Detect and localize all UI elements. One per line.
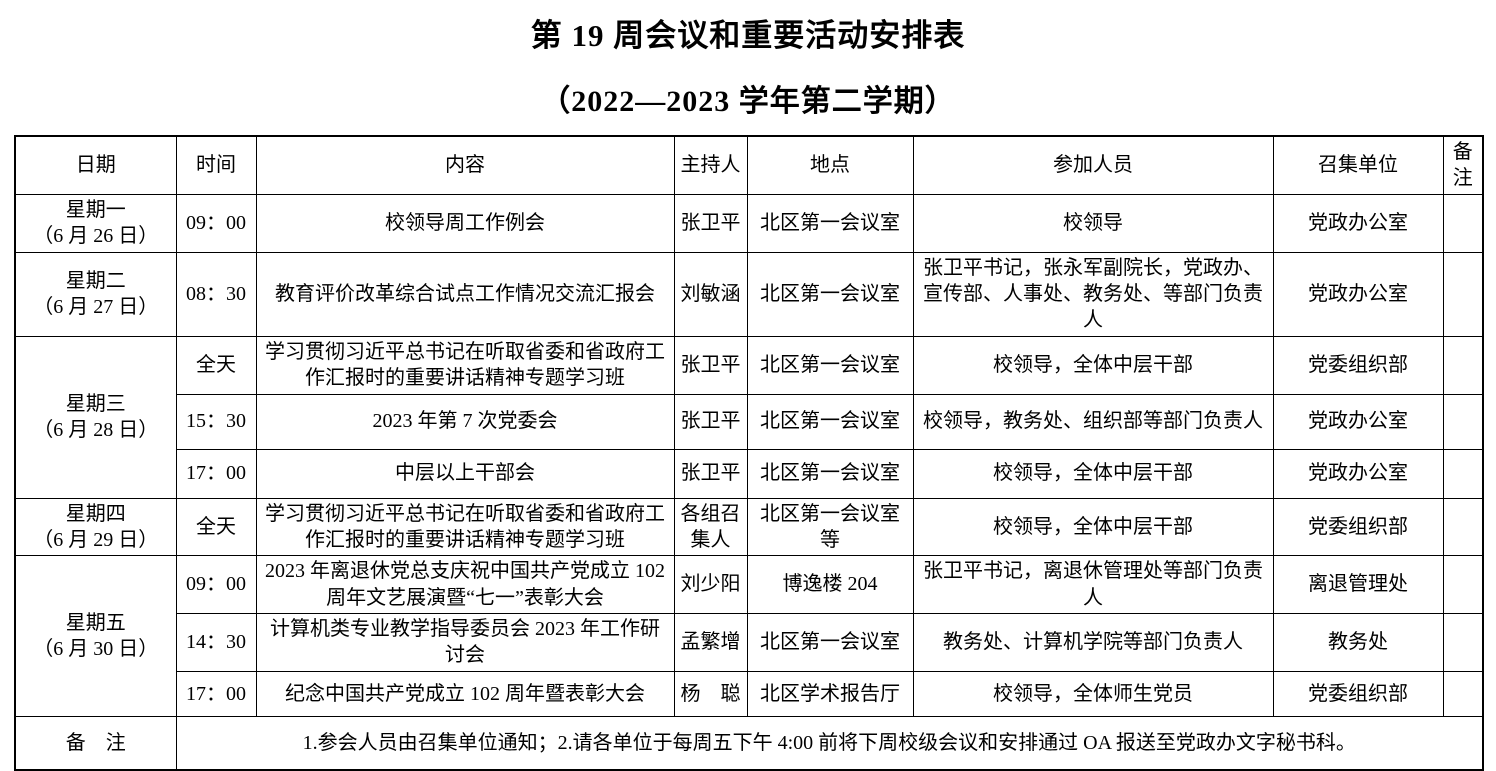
location-cell: 北区第一会议室	[746, 193, 914, 253]
time-cell: 14：30	[175, 613, 257, 672]
date-cell-tuesday: 星期二 （6 月 27 日）	[14, 251, 177, 337]
organizer-cell: 党政办公室	[1272, 193, 1444, 253]
participants-cell: 校领导	[912, 193, 1274, 253]
time-cell: 全天	[175, 335, 257, 395]
location-cell: 北区第一会议室	[746, 393, 914, 450]
host-cell: 张卫平	[673, 448, 748, 499]
organizer-cell: 离退管理处	[1272, 555, 1444, 615]
remark-cell	[1442, 497, 1484, 557]
footer-remarks-text: 1.参会人员由召集单位通知；2.请各单位于每周五下午 4:00 前将下周校级会议…	[175, 715, 1484, 771]
organizer-cell: 党委组织部	[1272, 335, 1444, 395]
footer-remarks-label: 备 注	[14, 715, 177, 771]
content-cell: 2023 年第 7 次党委会	[255, 393, 675, 450]
location-cell: 北区第一会议室	[746, 251, 914, 337]
participants-cell: 校领导，全体中层干部	[912, 497, 1274, 557]
header-row: 日期 时间 内容 主持人 地点 参加人员 召集单位 备注	[14, 135, 1484, 195]
header-location: 地点	[746, 135, 914, 195]
content-cell: 中层以上干部会	[255, 448, 675, 499]
location-cell: 北区学术报告厅	[746, 670, 914, 717]
time-cell: 15：30	[175, 393, 257, 450]
table-row: 星期五 （6 月 30 日） 09：00 2023 年离退休党总支庆祝中国共产党…	[14, 555, 1484, 717]
host-cell: 张卫平	[673, 193, 748, 253]
page-subtitle: （2022—2023 学年第二学期）	[540, 85, 956, 118]
content-cell: 2023 年离退休党总支庆祝中国共产党成立 102 周年文艺展演暨“七一”表彰大…	[255, 555, 675, 615]
table-row: 17：00 中层以上干部会 张卫平 北区第一会议室 校领导，全体中层干部 党政办…	[15, 448, 1484, 499]
participants-cell: 张卫平书记，张永军副院长，党政办、宣传部、人事处、教务处、等部门负责人	[912, 251, 1274, 337]
table-row: 星期三 （6 月 28 日） 全天 学习贯彻习近平总书记在听取省委和省政府工作汇…	[14, 335, 1484, 499]
page-title: 第 19 周会议和重要活动安排表	[530, 18, 966, 53]
participants-cell: 张卫平书记，离退休管理处等部门负责人	[912, 555, 1274, 615]
footer-row: 备 注 1.参会人员由召集单位通知；2.请各单位于每周五下午 4:00 前将下周…	[14, 715, 1484, 771]
date-cell-friday: 星期五 （6 月 30 日）	[14, 555, 177, 717]
host-cell: 张卫平	[673, 393, 748, 450]
organizer-cell: 党委组织部	[1272, 670, 1444, 717]
location-cell: 北区第一会议室等	[746, 497, 914, 557]
organizer-cell: 党政办公室	[1272, 251, 1444, 337]
host-cell: 各组召集人	[673, 497, 748, 557]
header-date: 日期	[14, 135, 177, 195]
table-row: 14：30 计算机类专业教学指导委员会 2023 年工作研讨会 孟繁增 北区第一…	[15, 613, 1484, 672]
schedule-table: 日期 时间 内容 主持人 地点 参加人员 召集单位 备注 星期一 （6 月 26…	[14, 135, 1484, 771]
remark-cell	[1442, 393, 1484, 450]
location-cell: 北区第一会议室	[746, 335, 914, 395]
remark-cell	[1442, 555, 1484, 615]
time-cell: 09：00	[175, 555, 257, 615]
header-remarks: 备注	[1442, 135, 1484, 195]
date-cell-thursday: 星期四 （6 月 29 日）	[14, 497, 177, 557]
table-row: 星期四 （6 月 29 日） 全天 学习贯彻习近平总书记在听取省委和省政府工作汇…	[14, 497, 1484, 557]
date-cell-wednesday: 星期三 （6 月 28 日）	[14, 335, 177, 499]
participants-cell: 校领导，教务处、组织部等部门负责人	[912, 393, 1274, 450]
participants-cell: 教务处、计算机学院等部门负责人	[912, 613, 1274, 672]
host-cell: 刘敏涵	[673, 251, 748, 337]
organizer-cell: 党委组织部	[1272, 497, 1444, 557]
time-cell: 08：30	[175, 251, 257, 337]
schedule-page: 第 19 周会议和重要活动安排表 （2022—2023 学年第二学期） 日期 时…	[0, 10, 1496, 771]
host-cell: 刘少阳	[673, 555, 748, 615]
time-cell: 09：00	[175, 193, 257, 253]
content-cell: 教育评价改革综合试点工作情况交流汇报会	[255, 251, 675, 337]
time-cell: 全天	[175, 497, 257, 557]
table-row: 15：30 2023 年第 7 次党委会 张卫平 北区第一会议室 校领导，教务处…	[15, 393, 1484, 450]
header-time: 时间	[175, 135, 257, 195]
time-cell: 17：00	[175, 670, 257, 717]
remark-cell	[1442, 448, 1484, 499]
table-row: 星期二 （6 月 27 日） 08：30 教育评价改革综合试点工作情况交流汇报会…	[14, 251, 1484, 337]
host-cell: 张卫平	[673, 335, 748, 395]
organizer-cell: 教务处	[1272, 613, 1444, 672]
time-cell: 17：00	[175, 448, 257, 499]
content-cell: 学习贯彻习近平总书记在听取省委和省政府工作汇报时的重要讲话精神专题学习班	[255, 497, 675, 557]
content-cell: 校领导周工作例会	[255, 193, 675, 253]
participants-cell: 校领导，全体中层干部	[912, 448, 1274, 499]
location-cell: 北区第一会议室	[746, 448, 914, 499]
organizer-cell: 党政办公室	[1272, 448, 1444, 499]
header-participants: 参加人员	[912, 135, 1274, 195]
remark-cell	[1442, 335, 1484, 395]
participants-cell: 校领导，全体中层干部	[912, 335, 1274, 395]
content-cell: 纪念中国共产党成立 102 周年暨表彰大会	[255, 670, 675, 717]
content-cell: 学习贯彻习近平总书记在听取省委和省政府工作汇报时的重要讲话精神专题学习班	[255, 335, 675, 395]
host-cell: 孟繁增	[673, 613, 748, 672]
header-organizer: 召集单位	[1272, 135, 1444, 195]
remark-cell	[1442, 193, 1484, 253]
participants-cell: 校领导，全体师生党员	[912, 670, 1274, 717]
location-cell: 北区第一会议室	[746, 613, 914, 672]
table-row: 17：00 纪念中国共产党成立 102 周年暨表彰大会 杨 聪 北区学术报告厅 …	[15, 670, 1484, 717]
content-cell: 计算机类专业教学指导委员会 2023 年工作研讨会	[255, 613, 675, 672]
remark-cell	[1442, 251, 1484, 337]
host-cell: 杨 聪	[673, 670, 748, 717]
date-cell-monday: 星期一 （6 月 26 日）	[14, 193, 177, 253]
location-cell: 博逸楼 204	[746, 555, 914, 615]
organizer-cell: 党政办公室	[1272, 393, 1444, 450]
header-host: 主持人	[673, 135, 748, 195]
remark-cell	[1442, 613, 1484, 672]
header-content: 内容	[255, 135, 675, 195]
table-row: 星期一 （6 月 26 日） 09：00 校领导周工作例会 张卫平 北区第一会议…	[14, 193, 1484, 253]
remark-cell	[1442, 670, 1484, 717]
